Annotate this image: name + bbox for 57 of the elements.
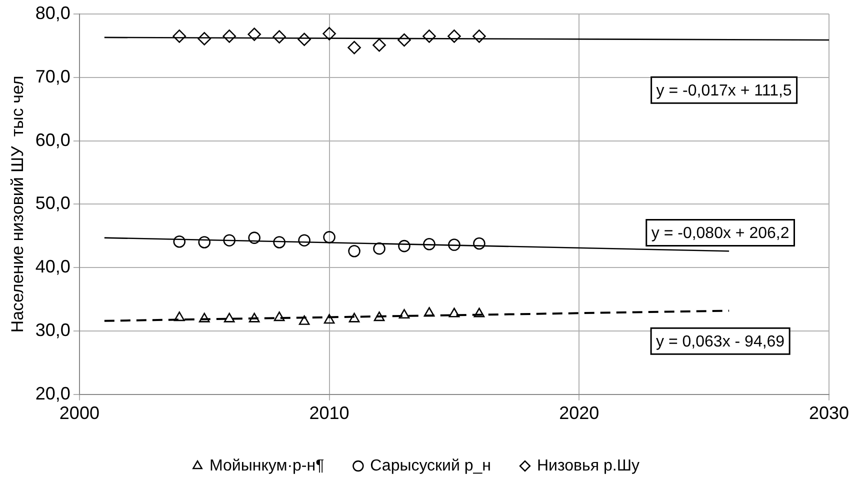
point (198, 236, 211, 248)
point (473, 237, 486, 250)
point (398, 33, 411, 47)
y-tick-label: 20,0 (35, 383, 70, 404)
point (222, 30, 236, 43)
y-axis-title: Население низовий ШУ тыс чел (8, 76, 27, 333)
point (348, 40, 361, 54)
y-tick-label: 60,0 (35, 130, 70, 150)
point (272, 30, 286, 44)
point (298, 315, 310, 325)
point (348, 312, 360, 322)
annotation: y = -0,080x + 206,2 (651, 225, 790, 242)
point (173, 235, 186, 248)
x-tick-label: 2020 (559, 403, 600, 424)
point (373, 242, 386, 255)
point (323, 231, 336, 244)
legend-label: Мойынкум·р-н¶ (210, 457, 324, 474)
y-tick-label: 50,0 (35, 193, 70, 214)
point (398, 240, 410, 252)
point (298, 32, 311, 46)
point (174, 312, 185, 322)
point (248, 312, 260, 322)
point (248, 232, 260, 244)
point (398, 309, 410, 319)
annotation: y = 0,063x - 94,69 (656, 334, 785, 351)
point (324, 314, 335, 324)
point (448, 308, 460, 318)
y-tick-label: 30,0 (35, 320, 70, 340)
annotation: y = -0,017x + 111,5 (656, 82, 792, 100)
x-tick-label: 2030 (808, 403, 850, 424)
y-tick-label: 70,0 (35, 66, 70, 86)
point (224, 312, 235, 322)
point (372, 38, 386, 52)
x-tick-label: 2000 (59, 403, 100, 424)
x-tick-label: 2010 (309, 403, 350, 424)
point (322, 27, 336, 40)
legend-label: Сарысуский р_н (370, 457, 491, 474)
point (248, 28, 261, 41)
point (472, 30, 486, 43)
point (424, 307, 435, 317)
y-tick-label: 80,0 (35, 2, 70, 23)
point (223, 234, 236, 246)
point (423, 238, 436, 250)
point (274, 312, 285, 322)
legend-label: Низовья р.Шу (536, 457, 640, 474)
point (348, 244, 360, 258)
point (422, 30, 436, 43)
point (448, 238, 460, 251)
point (298, 234, 310, 246)
point (198, 32, 212, 46)
point (448, 30, 461, 43)
point (273, 236, 286, 248)
point (198, 312, 210, 322)
point (172, 30, 186, 43)
point (474, 308, 485, 318)
point (374, 312, 385, 322)
y-tick-label: 40,0 (35, 256, 70, 277)
